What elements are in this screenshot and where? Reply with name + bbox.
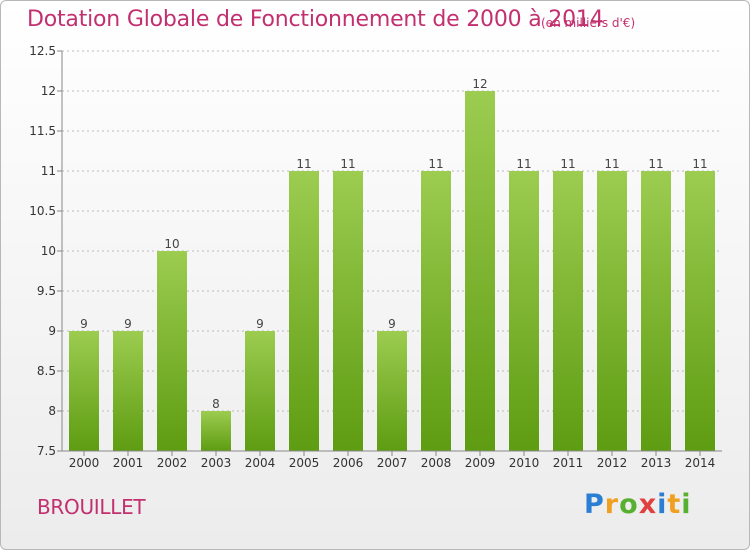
x-tick-label-2002: 2002 (157, 456, 188, 470)
x-tick-label-2013: 2013 (641, 456, 672, 470)
logo-letter: i (681, 489, 692, 520)
x-tick-label-2001: 2001 (113, 456, 144, 470)
bar-2005 (289, 171, 319, 451)
x-tick-label-2011: 2011 (553, 456, 584, 470)
y-tick-label: 11 (41, 164, 56, 178)
axes (57, 50, 722, 456)
bar-2004 (245, 331, 275, 451)
bar-value-label-2002: 10 (164, 237, 179, 251)
bar-2011 (553, 171, 583, 451)
x-tick-label-2008: 2008 (421, 456, 452, 470)
bars (69, 91, 715, 451)
x-tick-label-2010: 2010 (509, 456, 540, 470)
bar-2000 (69, 331, 99, 451)
bar-2013 (641, 171, 671, 451)
bar-value-label-2004: 9 (256, 317, 264, 331)
logo-letter: r (604, 489, 620, 520)
bar-2012 (597, 171, 627, 451)
logo-letter: P (584, 489, 605, 520)
x-tick-label-2014: 2014 (685, 456, 716, 470)
bar-2010 (509, 171, 539, 451)
x-tick-label-2006: 2006 (333, 456, 364, 470)
bar-2002 (157, 251, 187, 451)
bar-value-label-2011: 11 (560, 157, 575, 171)
bar-2009 (465, 91, 495, 451)
labels: 7.5 8 8.5 9 9.5 10 10.5 11 11.5 12 12.5 2000 9 2001 9 2… (29, 44, 715, 470)
x-tick-label-2003: 2003 (201, 456, 232, 470)
bar-2008 (421, 171, 451, 451)
logo-letter: x (638, 489, 658, 520)
bar-value-label-2001: 9 (124, 317, 132, 331)
proxiti-logo: Proxiti (584, 489, 692, 520)
bar-2014 (685, 171, 715, 451)
x-tick-label-2005: 2005 (289, 456, 320, 470)
x-tick-label-2004: 2004 (245, 456, 276, 470)
chart-title: Dotation Globale de Fonctionnement de 20… (27, 7, 604, 32)
logo-letter: i (657, 489, 668, 520)
y-tick-label: 8 (48, 404, 56, 418)
bar-value-label-2009: 12 (472, 77, 487, 91)
y-tick-label: 7.5 (37, 444, 56, 458)
x-tick-label-2009: 2009 (465, 456, 496, 470)
bar-2006 (333, 171, 363, 451)
bar-value-label-2012: 11 (604, 157, 619, 171)
y-tick-label: 11.5 (29, 124, 56, 138)
y-tick-label: 10.5 (29, 204, 56, 218)
bar-2001 (113, 331, 143, 451)
bar-value-label-2005: 11 (296, 157, 311, 171)
commune-name: BROUILLET (37, 495, 146, 519)
logo-letter: t (667, 489, 682, 520)
y-tick-label: 10 (41, 244, 56, 258)
x-tick-label-2000: 2000 (69, 456, 100, 470)
y-tick-label: 9.5 (37, 284, 56, 298)
y-tick-label: 9 (48, 324, 56, 338)
bar-2007 (377, 331, 407, 451)
logo-letter: o (619, 489, 639, 520)
y-tick-label: 8.5 (37, 364, 56, 378)
bar-value-label-2000: 9 (80, 317, 88, 331)
bar-value-label-2013: 11 (648, 157, 663, 171)
bar-2003 (201, 411, 231, 451)
bar-value-label-2010: 11 (516, 157, 531, 171)
bar-value-label-2008: 11 (428, 157, 443, 171)
bar-value-label-2006: 11 (340, 157, 355, 171)
bar-value-label-2003: 8 (212, 397, 220, 411)
bar-value-label-2007: 9 (388, 317, 396, 331)
x-tick-label-2007: 2007 (377, 456, 408, 470)
bar-value-label-2014: 11 (692, 157, 707, 171)
y-tick-label: 12 (41, 84, 56, 98)
chart-subtitle: (en milliers d'€) (541, 16, 636, 30)
x-tick-label-2012: 2012 (597, 456, 628, 470)
y-tick-label: 12.5 (29, 44, 56, 58)
